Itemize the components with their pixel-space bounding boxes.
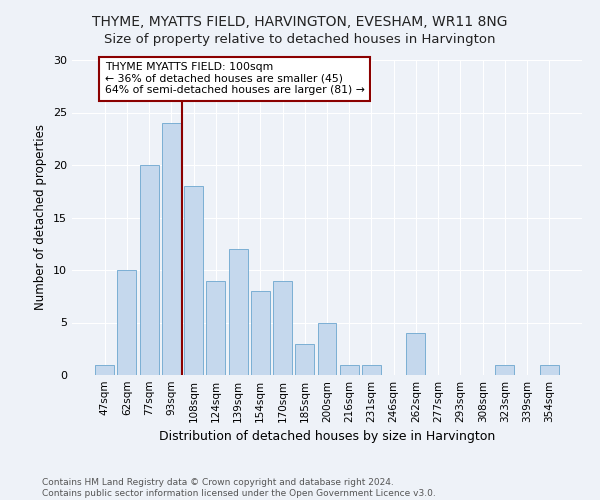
Bar (317, 322, 337, 375)
Bar (162, 123, 181, 375)
Bar (229, 249, 248, 375)
Bar (273, 280, 292, 375)
Bar (540, 364, 559, 375)
Bar (406, 333, 425, 375)
Text: Contains HM Land Registry data © Crown copyright and database right 2024.
Contai: Contains HM Land Registry data © Crown c… (42, 478, 436, 498)
Bar (496, 364, 514, 375)
Bar (362, 364, 381, 375)
Bar (184, 186, 203, 375)
Text: THYME, MYATTS FIELD, HARVINGTON, EVESHAM, WR11 8NG: THYME, MYATTS FIELD, HARVINGTON, EVESHAM… (92, 15, 508, 29)
Bar (251, 291, 270, 375)
Bar (118, 270, 136, 375)
Bar (340, 364, 359, 375)
Bar (206, 280, 225, 375)
Bar (140, 165, 158, 375)
Bar (295, 344, 314, 375)
Bar (95, 364, 114, 375)
Text: Size of property relative to detached houses in Harvington: Size of property relative to detached ho… (104, 32, 496, 46)
Y-axis label: Number of detached properties: Number of detached properties (34, 124, 47, 310)
X-axis label: Distribution of detached houses by size in Harvington: Distribution of detached houses by size … (159, 430, 495, 444)
Text: THYME MYATTS FIELD: 100sqm
← 36% of detached houses are smaller (45)
64% of semi: THYME MYATTS FIELD: 100sqm ← 36% of deta… (104, 62, 365, 96)
